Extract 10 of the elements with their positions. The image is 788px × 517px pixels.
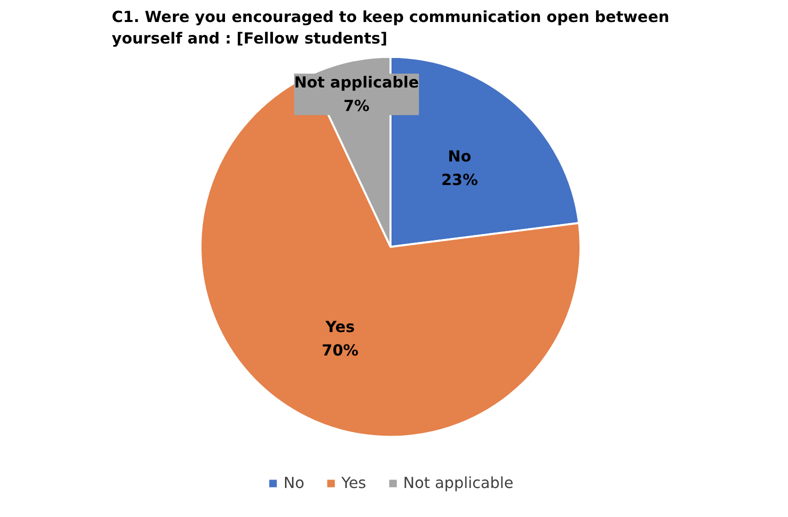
data-label: 70% (322, 341, 359, 360)
data-label: 7% (344, 97, 370, 116)
slice-label: No (448, 148, 472, 166)
data-label: 23% (441, 170, 478, 189)
slice-label: Yes (324, 318, 355, 336)
legend-label: No (284, 474, 304, 492)
slice-label: Not applicable (294, 74, 419, 92)
legend-label: Not applicable (403, 474, 514, 492)
chart-title: C1. Were you encouraged to keep communication open between yourself and : [Fellow students] (112, 8, 670, 48)
legend-label: Yes (341, 474, 366, 492)
